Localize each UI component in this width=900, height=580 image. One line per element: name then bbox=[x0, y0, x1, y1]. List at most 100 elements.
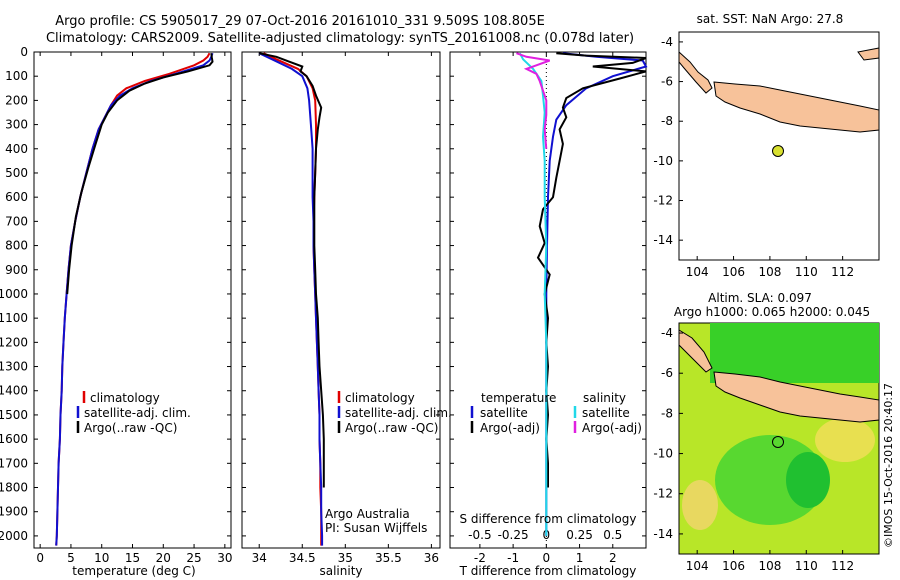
annotation-line1: Argo Australia bbox=[325, 507, 410, 521]
x-tick-label: 2 bbox=[609, 551, 617, 565]
sla-map: Altim. SLA: 0.097 Argo h1000: 0.065 h200… bbox=[674, 291, 880, 555]
map-y-tick-label: -14 bbox=[653, 233, 673, 247]
depth-tick-label: 700 bbox=[5, 214, 28, 228]
series-line-s-satellite bbox=[518, 52, 548, 536]
x-tick-label: -2 bbox=[474, 551, 486, 565]
difference-xlabel: T difference from climatology bbox=[459, 564, 637, 578]
depth-tick-label: 1800 bbox=[0, 481, 28, 495]
temperature-legend: climatology satellite-adj. clim. Argo(..… bbox=[76, 391, 191, 435]
depth-tick-label: 1600 bbox=[0, 432, 28, 446]
legend-salinity-title: salinity bbox=[583, 391, 626, 405]
x-tick-label: 0 bbox=[543, 551, 551, 565]
x-tick-label: 30 bbox=[217, 551, 232, 565]
depth-tick-label: 2000 bbox=[0, 529, 28, 543]
salinity-panel: 34 34.5 35 35.5 36 bbox=[241, 51, 441, 565]
map-y-tick-label: -8 bbox=[661, 114, 673, 128]
x-tick-label: 0 bbox=[36, 551, 44, 565]
sumatra-land bbox=[678, 50, 713, 94]
series-line-satellite-adj-clim- bbox=[258, 52, 324, 546]
argo-position-marker bbox=[772, 145, 784, 157]
sst-map-title: sat. SST: NaN Argo: 27.8 bbox=[697, 12, 844, 26]
map-y-tick-label: -4 bbox=[661, 35, 673, 49]
s-tick-label: 0.25 bbox=[566, 528, 593, 542]
header-line2: Climatology: CARS2009. Satellite-adjuste… bbox=[46, 31, 634, 46]
depth-tick-label: 900 bbox=[5, 263, 28, 277]
depth-tick-label: 500 bbox=[5, 166, 28, 180]
x-tick-label: 20 bbox=[156, 551, 171, 565]
map-y-tick-label: -10 bbox=[653, 154, 673, 168]
sla-yellow-east bbox=[815, 418, 875, 462]
sst-map: sat. SST: NaN Argo: 27.8 bbox=[678, 12, 880, 261]
salinity-xlabel: salinity bbox=[319, 564, 362, 578]
x-tick-label: 15 bbox=[125, 551, 140, 565]
sla-green-core bbox=[786, 452, 830, 508]
depth-tick-label: 1900 bbox=[0, 505, 28, 519]
map-y-tick-label: -6 bbox=[661, 75, 673, 89]
legend-s-sat: satellite bbox=[582, 406, 630, 420]
difference-panel: -2 -1 0 1 2-0.5 -0.25 0 0.25 0.5 bbox=[449, 51, 648, 565]
salinity-frame bbox=[241, 51, 441, 549]
sla-green-north bbox=[710, 323, 879, 383]
legend-sat: satellite-adj. clim. bbox=[84, 406, 191, 420]
sumatra-land-2 bbox=[678, 329, 713, 373]
depth-tick-label: 100 bbox=[5, 69, 28, 83]
legend-s-argo: Argo(-adj) bbox=[582, 421, 642, 435]
legend-t-sat: satellite bbox=[480, 406, 528, 420]
argo-position-marker-2 bbox=[772, 436, 784, 448]
map-x-tick-label: 112 bbox=[831, 265, 854, 279]
map-ticks: 104 106 108 110 112 -4 -6 -8 -10 -12 -14 104 106 108 1… bbox=[653, 35, 854, 573]
x-tick-label: 1 bbox=[576, 551, 584, 565]
depth-tick-label: 800 bbox=[5, 239, 28, 253]
series-line-climatology bbox=[55, 52, 211, 546]
x-tick-label: 35.5 bbox=[375, 551, 402, 565]
depth-tick-label: 200 bbox=[5, 93, 28, 107]
map-y-tick-label: -8 bbox=[661, 406, 673, 420]
x-tick-label: 5 bbox=[67, 551, 75, 565]
depth-tick-label: 1100 bbox=[0, 311, 28, 325]
map-x-tick-label: 112 bbox=[831, 559, 854, 573]
series-line-t-argo-adj- bbox=[536, 52, 647, 488]
map-x-tick-label: 110 bbox=[795, 265, 818, 279]
map-x-tick-label: 104 bbox=[686, 559, 709, 573]
legend-temperature-title: temperature bbox=[481, 391, 556, 405]
depth-tick-label: 600 bbox=[5, 190, 28, 204]
legend-argo: Argo(..raw -QC) bbox=[345, 421, 438, 435]
x-tick-label: 34 bbox=[252, 551, 267, 565]
x-tick-label: 10 bbox=[94, 551, 109, 565]
difference-legend: temperature salinity satellite Argo(-adj… bbox=[470, 391, 642, 435]
temperature-panel: 0 5 10 15 20 25 30 bbox=[33, 51, 232, 565]
map-x-tick-label: 106 bbox=[722, 559, 745, 573]
temperature-frame bbox=[33, 51, 232, 549]
depth-axis: 0 100 200 300 400 500 600 700 800 900 1000 1100 1200… bbox=[0, 45, 646, 543]
map-y-tick-label: -12 bbox=[653, 194, 673, 208]
depth-tick-label: 0 bbox=[20, 45, 28, 59]
s-tick-label: 0.5 bbox=[603, 528, 622, 542]
java-land bbox=[713, 81, 880, 133]
map-x-tick-label: 104 bbox=[686, 265, 709, 279]
depth-tick-label: 1200 bbox=[0, 335, 28, 349]
s-tick-label: -0.25 bbox=[498, 528, 529, 542]
difference-frame bbox=[449, 51, 647, 549]
map-y-tick-label: -12 bbox=[653, 487, 673, 501]
map-x-tick-label: 108 bbox=[758, 559, 781, 573]
sla-map-title-line2: Argo h1000: 0.065 h2000: 0.045 bbox=[674, 305, 870, 319]
legend-t-argo: Argo(-adj) bbox=[480, 421, 540, 435]
depth-tick-label: 1700 bbox=[0, 456, 28, 470]
s-tick-label: -0.5 bbox=[468, 528, 491, 542]
map-y-tick-label: -10 bbox=[653, 447, 673, 461]
series-line-climatology bbox=[263, 52, 323, 546]
timestamp-vertical: ©IMOS 15-Oct-2016 20:40:17 bbox=[882, 383, 895, 548]
temperature-xlabel: temperature (deg C) bbox=[72, 564, 195, 578]
sla-yellow-sw bbox=[682, 480, 718, 530]
depth-tick-label: 300 bbox=[5, 118, 28, 132]
legend-sat: satellite-adj. clim. bbox=[345, 406, 452, 420]
java-land-2 bbox=[713, 371, 880, 423]
x-tick-label: 25 bbox=[186, 551, 201, 565]
sla-map-title-line1: Altim. SLA: 0.097 bbox=[708, 291, 812, 305]
series-line-argo-raw-qc- bbox=[66, 53, 214, 295]
map-x-tick-label: 108 bbox=[758, 265, 781, 279]
annotation-line2: PI: Susan Wijffels bbox=[325, 521, 427, 535]
series-line-argo-raw-qc- bbox=[258, 52, 325, 488]
legend-clim: climatology bbox=[90, 391, 160, 405]
